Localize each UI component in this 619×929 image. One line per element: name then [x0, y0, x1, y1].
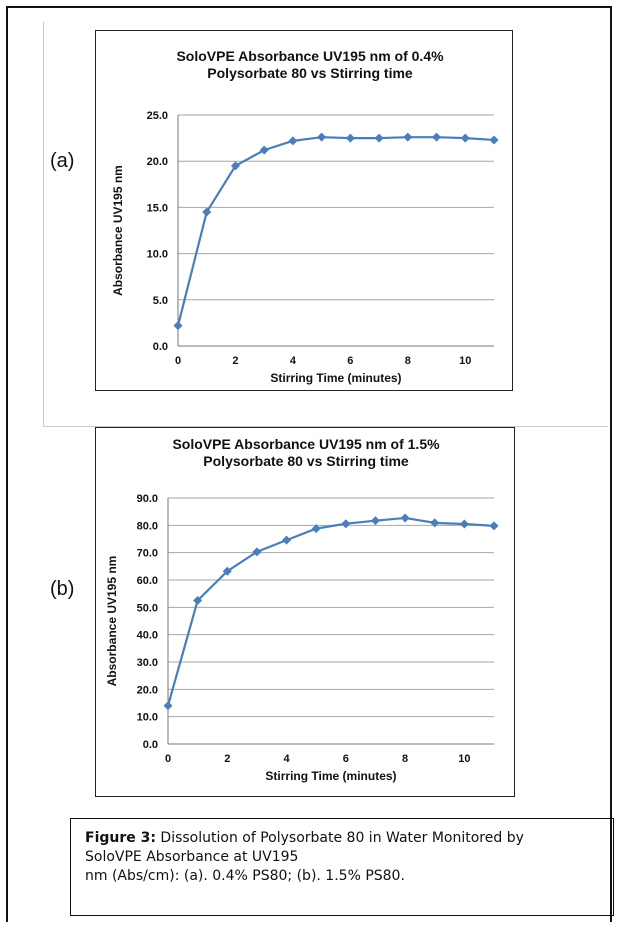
panel-label-a: (a): [50, 150, 75, 172]
x-tick-label: 4: [283, 753, 290, 765]
data-point-marker: [230, 161, 240, 171]
data-point-marker: [282, 535, 292, 545]
data-point-marker: [432, 132, 442, 142]
data-point-marker: [489, 135, 499, 145]
data-point-marker: [222, 566, 232, 576]
x-axis-label: Stirring Time (minutes): [265, 769, 396, 783]
data-point-marker: [317, 132, 327, 142]
x-tick-label: 6: [343, 753, 349, 765]
y-axis-label: Absorbance UV195 nm: [105, 556, 119, 687]
x-tick-label: 8: [405, 355, 411, 367]
data-point-marker: [288, 136, 298, 146]
x-tick-label: 10: [459, 355, 471, 367]
x-tick-label: 10: [458, 753, 470, 765]
data-point-marker: [430, 518, 440, 528]
x-tick-label: 4: [290, 355, 297, 367]
data-point-marker: [173, 321, 183, 331]
y-axis-label: Absorbance UV195 nm: [111, 165, 125, 296]
y-tick-label: 5.0: [153, 295, 168, 307]
y-tick-label: 0.0: [153, 341, 168, 353]
x-tick-label: 6: [347, 355, 353, 367]
data-point-marker: [252, 547, 262, 557]
data-point-marker: [345, 133, 355, 143]
figure-caption: Figure 3: Dissolution of Polysorbate 80 …: [70, 818, 614, 916]
caption-line-2: SoloVPE Absorbance at UV195: [85, 849, 299, 865]
data-point-marker: [459, 519, 469, 529]
data-point-marker: [403, 132, 413, 142]
data-point-marker: [460, 133, 470, 143]
data-point-marker: [489, 521, 499, 531]
data-point-marker: [400, 513, 410, 523]
panel-label-b: (b): [50, 578, 75, 600]
data-point-marker: [370, 516, 380, 526]
y-tick-label: 90.0: [137, 493, 158, 505]
y-tick-label: 10.0: [137, 712, 158, 724]
x-axis-label: Stirring Time (minutes): [270, 371, 401, 385]
y-tick-label: 0.0: [143, 739, 158, 751]
caption-line-3: nm (Abs/cm): (a). 0.4% PS80; (b). 1.5% P…: [85, 868, 405, 884]
divider-horizontal: [43, 426, 608, 427]
x-tick-label: 8: [402, 753, 408, 765]
chart-a: SoloVPE Absorbance UV195 nm of 0.4% Polys…: [95, 30, 513, 391]
data-point-marker: [311, 524, 321, 534]
chart-title-line: Polysorbate 80 vs Stirring time: [203, 453, 409, 469]
data-point-marker: [193, 596, 203, 605]
data-point-marker: [163, 701, 173, 711]
data-point-marker: [374, 133, 384, 143]
data-point-marker: [202, 207, 212, 217]
x-tick-label: 2: [232, 355, 238, 367]
chart-title-line: SoloVPE Absorbance UV195 nm of 1.5%: [172, 436, 440, 452]
y-tick-label: 70.0: [137, 548, 158, 560]
caption-label: Figure 3:: [85, 830, 156, 846]
y-tick-label: 40.0: [137, 630, 158, 642]
chart-a-svg: SoloVPE Absorbance UV195 nm of 0.4%Polys…: [111, 48, 499, 385]
series-line: [176, 136, 495, 326]
x-tick-label: 0: [175, 355, 181, 367]
divider-vertical: [43, 22, 44, 427]
x-tick-label: 2: [224, 753, 230, 765]
y-tick-label: 10.0: [147, 249, 168, 261]
y-tick-label: 80.0: [137, 520, 158, 532]
caption-line-1: Dissolution of Polysorbate 80 in Water M…: [155, 830, 524, 846]
series-line: [166, 516, 495, 707]
chart-b: SoloVPE Absorbance UV195 nm of 1.5% Polys…: [95, 427, 515, 797]
data-point-marker: [341, 519, 351, 529]
y-tick-label: 50.0: [137, 602, 158, 614]
y-tick-label: 20.0: [147, 156, 168, 168]
y-tick-label: 30.0: [137, 657, 158, 669]
chart-b-svg: SoloVPE Absorbance UV195 nm of 1.5%Polys…: [105, 436, 499, 783]
chart-title-line: Polysorbate 80 vs Stirring time: [207, 65, 413, 81]
y-tick-label: 25.0: [147, 110, 168, 122]
y-tick-label: 60.0: [137, 575, 158, 587]
y-tick-label: 20.0: [137, 684, 158, 696]
y-tick-label: 15.0: [147, 202, 168, 214]
x-tick-label: 0: [165, 753, 171, 765]
data-point-marker: [259, 145, 269, 155]
chart-title-line: SoloVPE Absorbance UV195 nm of 0.4%: [176, 48, 444, 64]
